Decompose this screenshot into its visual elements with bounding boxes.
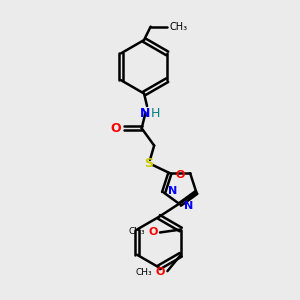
Text: O: O — [148, 227, 158, 238]
Text: CH₃: CH₃ — [136, 268, 153, 277]
Text: H: H — [151, 106, 160, 120]
Text: O: O — [111, 122, 122, 135]
Text: CH₃: CH₃ — [128, 227, 145, 236]
Text: S: S — [144, 157, 153, 170]
Text: N: N — [184, 201, 194, 211]
Text: N: N — [168, 186, 177, 196]
Text: O: O — [156, 267, 165, 277]
Text: CH₃: CH₃ — [169, 22, 188, 32]
Text: N: N — [140, 107, 150, 121]
Text: O: O — [176, 170, 185, 180]
